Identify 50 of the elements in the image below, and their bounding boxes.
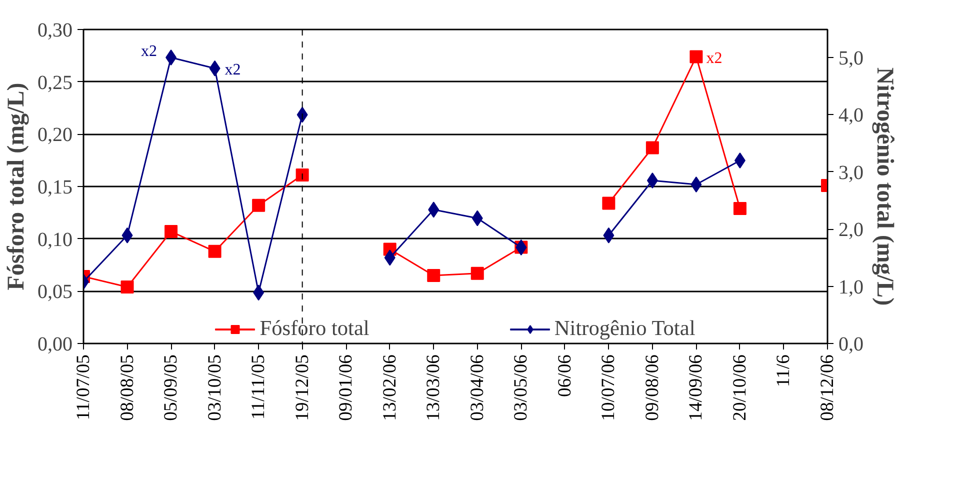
y-tick-label: 0,10 bbox=[38, 228, 72, 251]
x-tick-label: 08/08/05 bbox=[116, 354, 138, 421]
annotation: x2 bbox=[224, 62, 241, 79]
x-tick-label: 03/10/05 bbox=[204, 354, 226, 421]
point bbox=[252, 198, 266, 212]
x-tick-label: 11/6 bbox=[773, 354, 794, 387]
point bbox=[296, 168, 309, 182]
y2-tick-label: 5,0 bbox=[838, 48, 864, 70]
annotation: x2 bbox=[141, 42, 158, 60]
x-tick-label: 03/04/06 bbox=[466, 354, 488, 421]
annotation: x2 bbox=[706, 50, 722, 68]
point bbox=[646, 141, 659, 154]
x-tick-label: 06/06 bbox=[554, 354, 576, 397]
point bbox=[602, 196, 616, 210]
y-tick-label: 0,05 bbox=[38, 281, 72, 304]
x-tick-label: 09/01/06 bbox=[336, 354, 357, 421]
x-tick-label: 09/08/06 bbox=[642, 354, 663, 421]
point bbox=[164, 225, 178, 238]
x-tick-label: 03/05/06 bbox=[510, 354, 532, 421]
point bbox=[208, 244, 222, 258]
y-tick-label: 0,15 bbox=[38, 176, 72, 198]
x-tick-label: 13/03/06 bbox=[423, 354, 444, 421]
point bbox=[427, 268, 440, 282]
point bbox=[733, 202, 746, 215]
y-tick-label: 0,00 bbox=[38, 334, 72, 356]
x-tick-label: 13/02/06 bbox=[379, 354, 400, 421]
x-tick-label: 08/12/06 bbox=[817, 354, 838, 421]
point bbox=[690, 176, 702, 192]
x-tick-label: 10/07/06 bbox=[598, 354, 620, 421]
y2-tick-label: 4,0 bbox=[838, 104, 864, 127]
y-tick-label: 0,30 bbox=[38, 20, 72, 42]
y-tick-label: 0,20 bbox=[38, 124, 72, 146]
point bbox=[690, 50, 703, 64]
y2-tick-label: 1,0 bbox=[838, 276, 864, 298]
x-tick-label: 11/07/05 bbox=[73, 354, 94, 420]
x-tick-label: 20/10/06 bbox=[729, 354, 750, 421]
legend-label: Fósforo total bbox=[260, 316, 370, 341]
y2-axis-title: Nitrogênio total (mg/L) bbox=[872, 67, 898, 306]
x-tick-label: 19/12/05 bbox=[292, 354, 313, 421]
x-tick-label: 05/09/05 bbox=[160, 354, 182, 421]
y2-tick-label: 0,0 bbox=[838, 334, 864, 356]
y2-tick-label: 2,0 bbox=[838, 219, 864, 242]
y-tick-label: 0,25 bbox=[38, 72, 72, 94]
y-axis-title: Fósforo total (mg/L) bbox=[4, 82, 30, 290]
x-tick-label: 11/11/05 bbox=[248, 354, 270, 420]
point bbox=[120, 280, 134, 294]
point bbox=[470, 266, 484, 280]
x-tick-label: 14/09/06 bbox=[686, 354, 707, 421]
legend-label: Nitrogênio Total bbox=[554, 316, 696, 341]
y2-tick-label: 3,0 bbox=[838, 162, 864, 184]
